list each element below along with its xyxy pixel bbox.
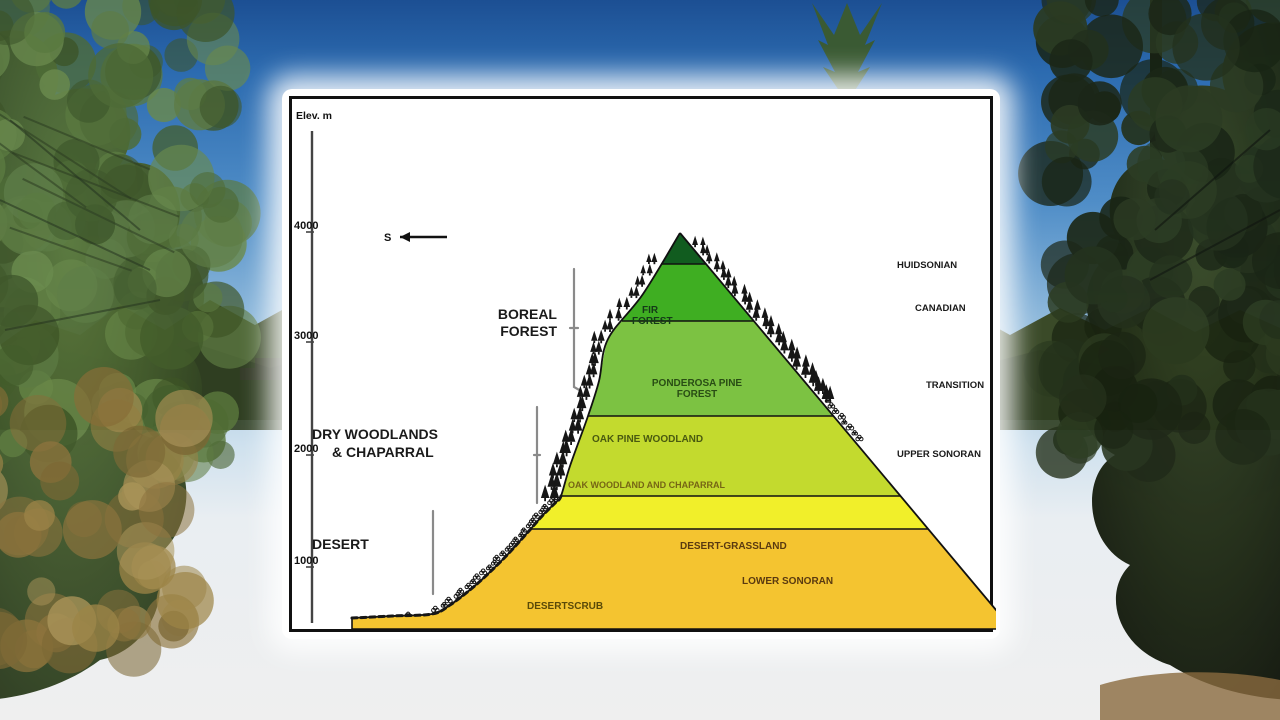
svg-text:FOREST: FOREST <box>632 316 673 327</box>
svg-text:UPPER SONORAN: UPPER SONORAN <box>897 449 981 460</box>
svg-text:OAK PINE WOODLAND: OAK PINE WOODLAND <box>592 434 703 445</box>
svg-text:PONDEROSA PINE: PONDEROSA PINE <box>652 378 743 389</box>
svg-text:OAK WOODLAND AND CHAPARRAL: OAK WOODLAND AND CHAPARRAL <box>568 480 725 490</box>
svg-text:DESERTSCRUB: DESERTSCRUB <box>527 601 603 612</box>
svg-text:TRANSITION: TRANSITION <box>926 380 984 391</box>
svg-text:BOREAL: BOREAL <box>498 306 558 322</box>
svg-text:DRY WOODLANDS: DRY WOODLANDS <box>312 426 438 442</box>
svg-text:LOWER SONORAN: LOWER SONORAN <box>742 576 833 587</box>
svg-text:4000: 4000 <box>294 220 318 232</box>
svg-text:FIR: FIR <box>642 305 659 316</box>
svg-text:2000: 2000 <box>294 443 318 455</box>
svg-text:1000: 1000 <box>294 555 318 567</box>
svg-text:DESERT-GRASSLAND: DESERT-GRASSLAND <box>680 541 787 552</box>
svg-text:DESERT: DESERT <box>312 536 369 552</box>
svg-text:FOREST: FOREST <box>500 323 557 339</box>
svg-text:& CHAPARRAL: & CHAPARRAL <box>332 444 434 460</box>
svg-text:S: S <box>384 232 391 244</box>
svg-text:FOREST: FOREST <box>677 389 718 400</box>
svg-text:3000: 3000 <box>294 330 318 342</box>
svg-text:CANADIAN: CANADIAN <box>915 303 966 314</box>
svg-text:HUIDSONIAN: HUIDSONIAN <box>897 260 957 271</box>
svg-text:Elev. m: Elev. m <box>296 110 332 122</box>
